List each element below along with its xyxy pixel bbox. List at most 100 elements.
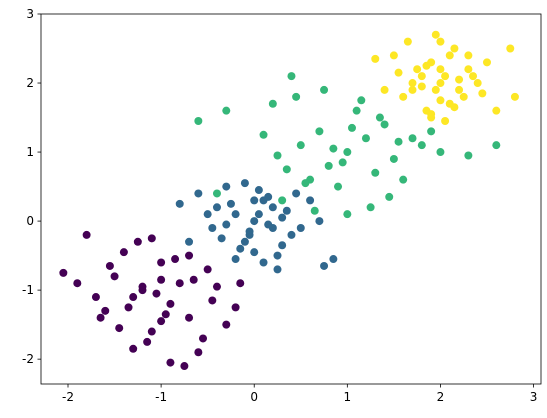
point — [171, 255, 180, 264]
point — [268, 203, 277, 212]
point — [226, 199, 235, 208]
y-tick-label: 1 — [26, 145, 34, 159]
y-tick-label: -1 — [22, 283, 34, 297]
point — [431, 30, 440, 39]
point — [222, 182, 231, 191]
point — [96, 313, 105, 322]
point — [124, 303, 133, 312]
point — [450, 44, 459, 53]
point — [138, 282, 147, 291]
point — [82, 230, 91, 239]
point — [394, 68, 403, 77]
point — [152, 289, 161, 298]
point — [427, 127, 436, 136]
point — [105, 261, 114, 270]
point — [166, 358, 175, 367]
point — [157, 275, 166, 284]
point — [399, 175, 408, 184]
point — [273, 151, 282, 160]
y-tick-label: 3 — [26, 7, 34, 21]
point — [231, 303, 240, 312]
point — [436, 96, 445, 105]
point — [422, 61, 431, 70]
point — [417, 72, 426, 81]
point — [212, 282, 221, 291]
point — [338, 158, 347, 167]
point — [292, 92, 301, 101]
point — [236, 279, 245, 288]
point — [427, 110, 436, 119]
point — [212, 189, 221, 198]
point — [250, 196, 259, 205]
point — [347, 123, 356, 132]
point — [259, 258, 268, 267]
point — [436, 65, 445, 74]
point — [240, 237, 249, 246]
point — [264, 220, 273, 229]
point — [166, 299, 175, 308]
point — [441, 72, 450, 81]
point — [231, 210, 240, 219]
point — [236, 244, 245, 253]
point — [119, 248, 128, 257]
point — [203, 265, 212, 274]
point — [389, 154, 398, 163]
point — [510, 92, 519, 101]
point — [301, 179, 310, 188]
point — [413, 65, 422, 74]
point — [194, 348, 203, 357]
point — [194, 189, 203, 198]
point — [157, 317, 166, 326]
point — [403, 37, 412, 46]
point — [320, 85, 329, 94]
x-tick-label: 1 — [344, 390, 352, 404]
point — [185, 313, 194, 322]
point — [129, 293, 138, 302]
point — [408, 134, 417, 143]
point — [371, 54, 380, 63]
point — [59, 268, 68, 277]
point — [436, 79, 445, 88]
point — [264, 192, 273, 201]
point — [217, 234, 226, 243]
point — [469, 72, 478, 81]
point — [115, 324, 124, 333]
point — [91, 293, 100, 302]
point — [208, 296, 217, 305]
point — [352, 106, 361, 115]
point — [343, 210, 352, 219]
point — [73, 279, 82, 288]
point — [394, 137, 403, 146]
point — [371, 168, 380, 177]
point — [250, 248, 259, 257]
point — [310, 206, 319, 215]
point — [315, 127, 324, 136]
point — [222, 320, 231, 329]
point — [464, 51, 473, 60]
point — [436, 148, 445, 157]
point — [203, 210, 212, 219]
point — [292, 189, 301, 198]
point — [380, 120, 389, 129]
point — [278, 196, 287, 205]
point — [133, 237, 142, 246]
point — [315, 217, 324, 226]
point — [408, 79, 417, 88]
point — [464, 151, 473, 160]
point — [455, 85, 464, 94]
point — [306, 196, 315, 205]
point — [324, 161, 333, 170]
point — [180, 362, 189, 371]
point — [380, 85, 389, 94]
point — [254, 186, 263, 195]
point — [357, 96, 366, 105]
point — [222, 106, 231, 115]
point — [375, 113, 384, 122]
point — [268, 99, 277, 108]
point — [129, 344, 138, 353]
x-tick-label: 0 — [250, 390, 258, 404]
point — [399, 92, 408, 101]
point — [282, 165, 291, 174]
point — [329, 255, 338, 264]
point — [441, 116, 450, 125]
